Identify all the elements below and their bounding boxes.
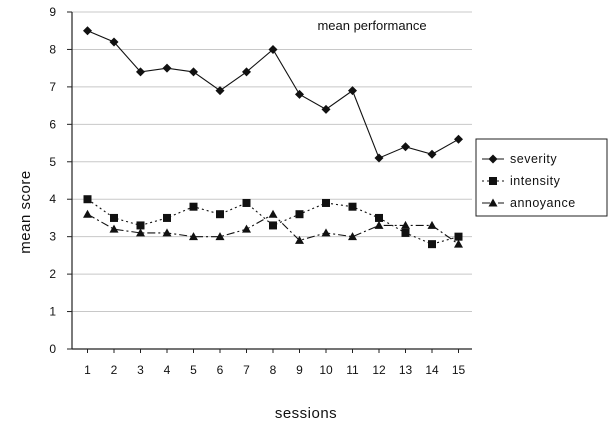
intensity-point <box>269 221 277 230</box>
severity-point <box>454 134 463 144</box>
annoyance-point <box>321 228 331 237</box>
series-annoyance <box>83 209 463 248</box>
annoyance-point <box>401 220 410 229</box>
annoyance-point <box>374 220 384 229</box>
gridlines <box>67 11 472 350</box>
severity-point <box>268 44 278 54</box>
x-tick-label: 15 <box>452 363 466 377</box>
x-tick-label: 5 <box>190 363 197 377</box>
y-tick-label: 1 <box>49 305 56 319</box>
y-tick-label: 9 <box>49 5 56 19</box>
legend: severity intensity annoyance <box>475 138 608 217</box>
legend-swatch-marker <box>489 177 497 185</box>
intensity-point <box>322 198 330 207</box>
intensity-point <box>428 240 436 249</box>
legend-label-intensity: intensity <box>510 174 561 188</box>
x-tick-label: 12 <box>372 363 386 377</box>
severity-point <box>109 37 119 47</box>
severity-point <box>427 149 437 159</box>
annoyance-point <box>136 228 145 237</box>
annoyance-point <box>454 239 463 248</box>
severity-point <box>295 89 304 99</box>
x-axis-title: sessions <box>275 405 337 422</box>
x-tick-label: 13 <box>399 363 413 377</box>
x-tick-label: 3 <box>137 363 144 377</box>
intensity-point <box>401 228 410 237</box>
y-tick-label: 0 <box>49 342 56 356</box>
legend-box <box>475 138 608 217</box>
y-tick-label: 5 <box>49 155 56 169</box>
x-tick-label: 4 <box>164 363 171 377</box>
intensity-point <box>216 210 224 219</box>
severity-point <box>162 63 172 73</box>
annoyance-point <box>295 235 304 244</box>
legend-swatch-marker <box>488 154 498 164</box>
y-tick-label: 4 <box>49 192 56 206</box>
intensity-point <box>83 195 92 204</box>
intensity-point <box>110 213 118 222</box>
annoyance-point <box>242 224 251 233</box>
x-tick-label: 7 <box>243 363 250 377</box>
y-tick-label: 3 <box>49 230 56 244</box>
annoyance-point <box>348 232 357 241</box>
x-tick-label: 2 <box>111 363 118 377</box>
intensity-point <box>375 213 383 222</box>
intensity-point <box>163 213 171 222</box>
intensity-point <box>454 232 463 241</box>
severity-point <box>215 86 225 96</box>
intensity-point <box>348 202 357 211</box>
intensity-point <box>189 202 198 211</box>
x-tick-label: 6 <box>217 363 224 377</box>
x-tick-label: 1 <box>84 363 91 377</box>
severity-point <box>401 142 410 152</box>
y-tick-label: 7 <box>49 80 56 94</box>
series-intensity <box>83 195 463 249</box>
severity-point <box>321 104 331 114</box>
x-tick-label: 11 <box>346 363 359 377</box>
legend-swatch-marker <box>488 198 498 207</box>
annoyance-point <box>162 228 172 237</box>
x-tick-label: 8 <box>270 363 277 377</box>
x-tick-label: 10 <box>319 363 333 377</box>
y-tick-label: 2 <box>49 267 56 281</box>
series-group <box>83 26 463 249</box>
severity-point <box>242 67 251 77</box>
severity-point <box>374 153 384 163</box>
annoyance-point <box>109 224 119 233</box>
y-axis-title: mean score <box>17 170 34 253</box>
annoyance-point <box>189 232 198 241</box>
intensity-point <box>136 221 145 230</box>
intensity-line <box>87 198 459 245</box>
annoyance-point <box>268 209 278 218</box>
intensity-point <box>295 210 304 219</box>
severity-point <box>348 86 357 96</box>
legend-label-severity: severity <box>510 152 557 166</box>
severity-point <box>136 67 145 77</box>
y-tick-label: 6 <box>49 117 56 131</box>
annoyance-point <box>215 232 225 241</box>
chart-title: mean performance <box>317 18 426 33</box>
x-tick-labels: 1 2 3 4 5 6 7 8 9 10 11 12 13 14 15 <box>84 349 465 377</box>
annoyance-point <box>83 209 92 218</box>
legend-label-annoyance: annoyance <box>510 196 576 210</box>
intensity-point <box>242 198 251 207</box>
series-severity <box>83 26 463 163</box>
annoyance-point <box>427 220 437 229</box>
y-tick-labels: 0 1 2 3 4 5 6 7 8 9 <box>49 5 56 356</box>
x-tick-label: 9 <box>296 363 303 377</box>
x-tick-label: 14 <box>425 363 439 377</box>
severity-point <box>83 26 92 36</box>
severity-point <box>189 67 198 77</box>
y-tick-label: 8 <box>49 42 56 56</box>
